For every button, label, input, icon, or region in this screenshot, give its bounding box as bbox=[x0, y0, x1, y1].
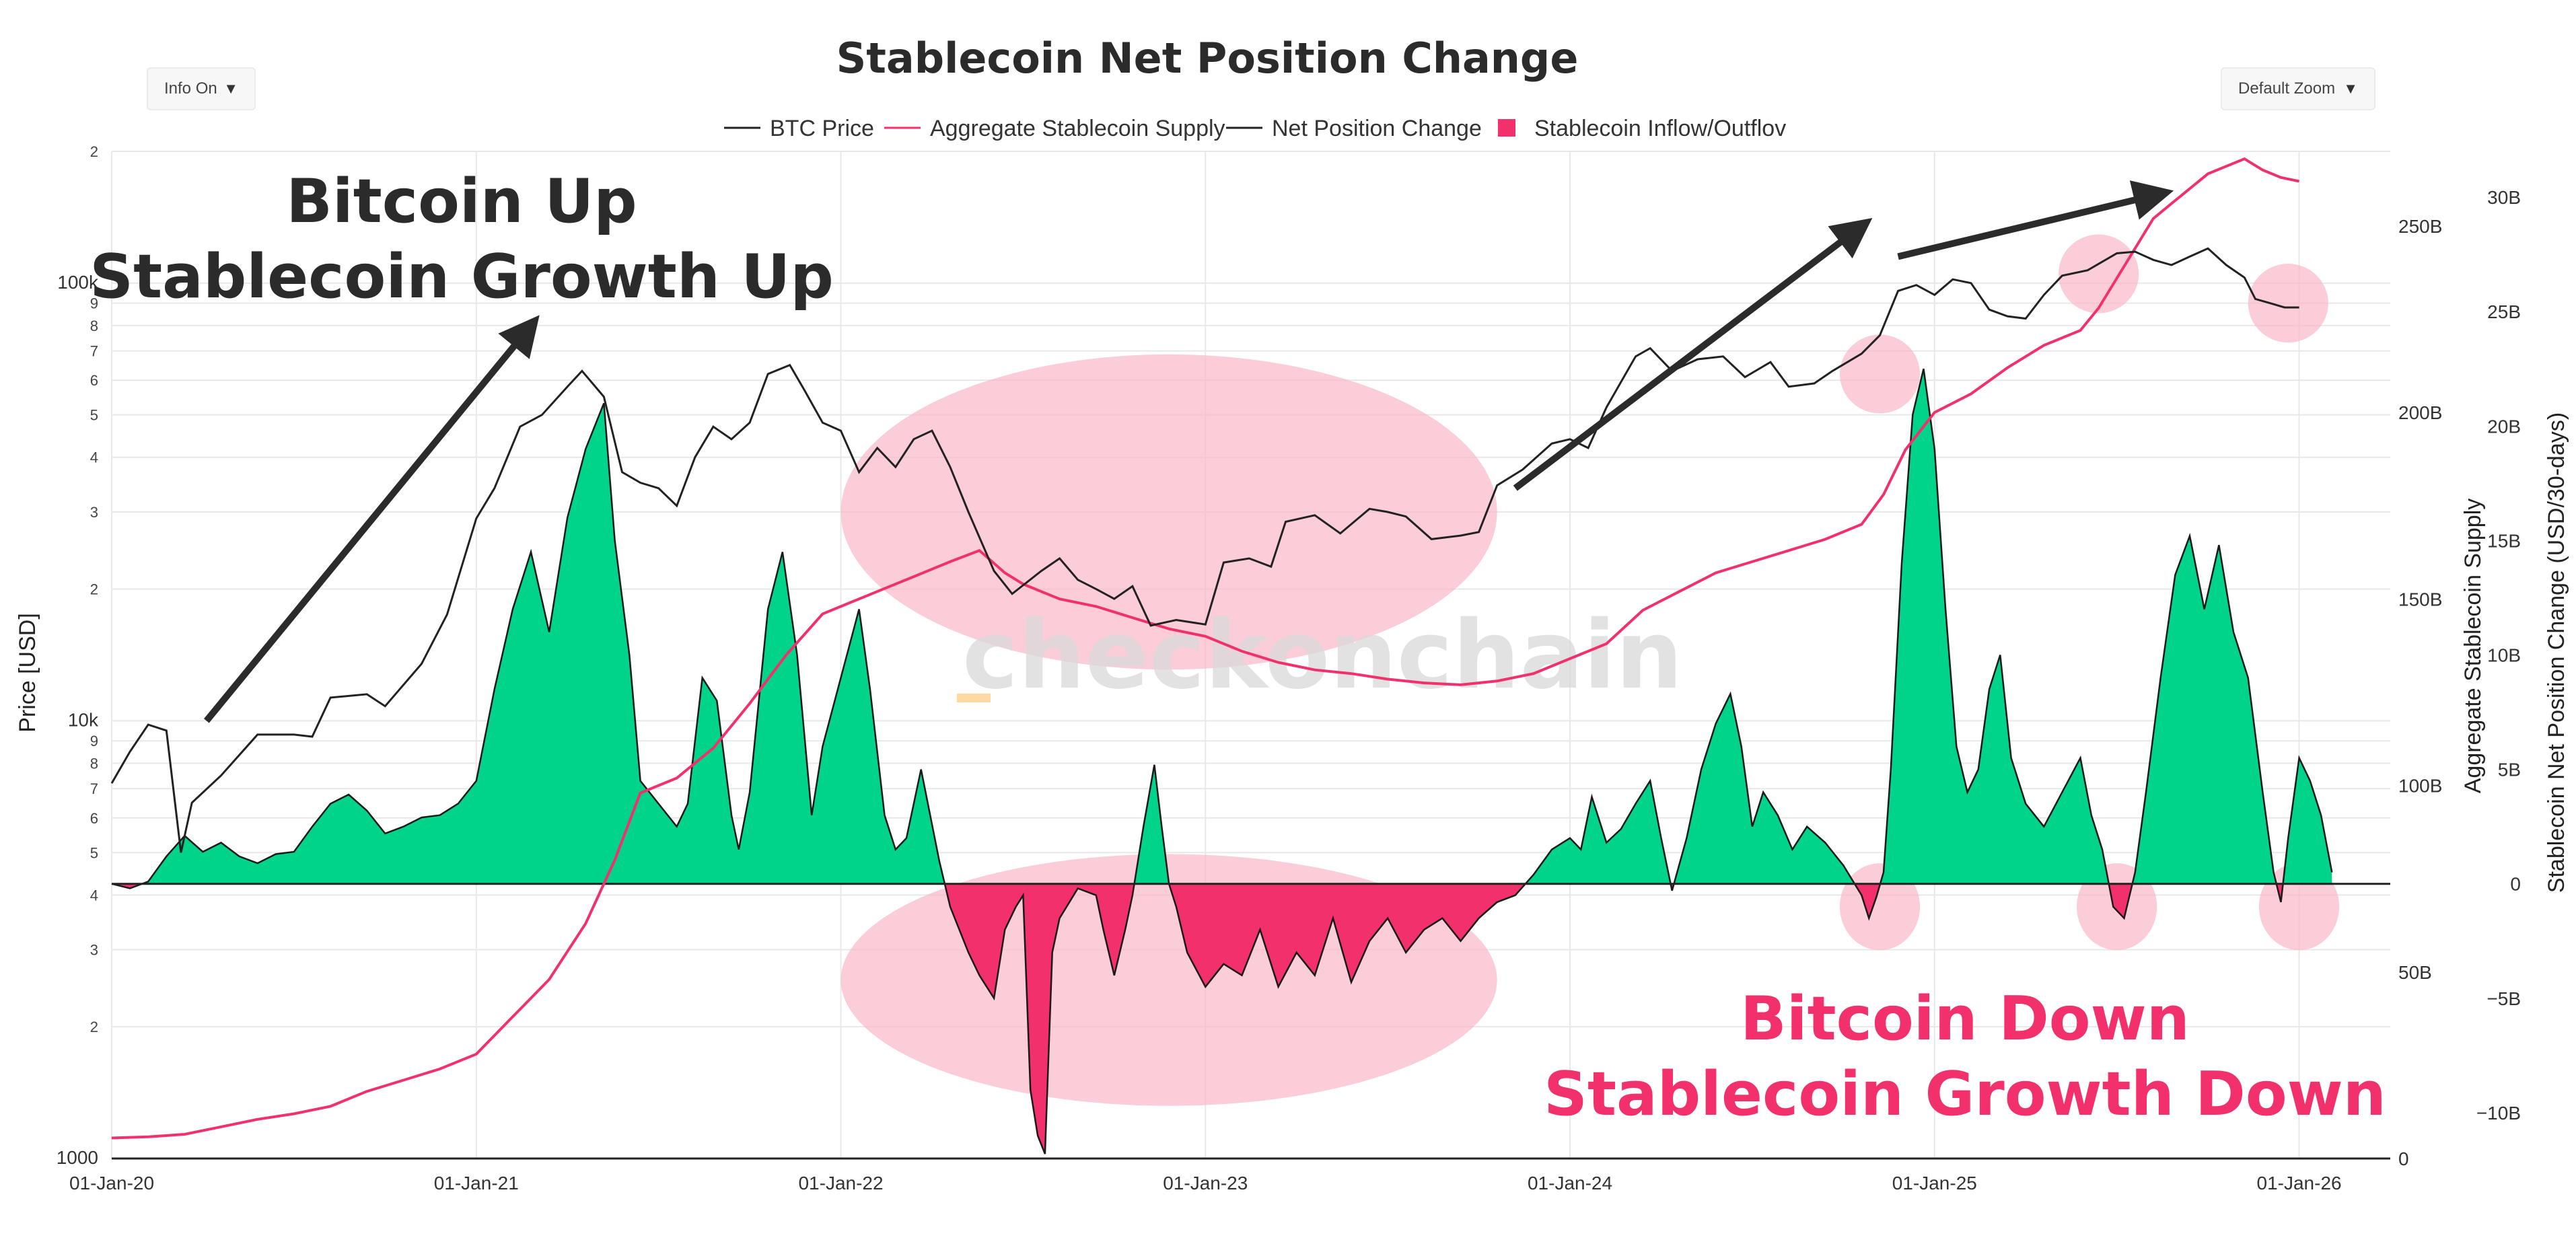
net-tick-label: 0 bbox=[2510, 874, 2521, 895]
net-tick-label: −5B bbox=[2486, 988, 2521, 1009]
supply-line bbox=[111, 157, 2300, 1140]
chevron-down-icon: ▼ bbox=[2343, 80, 2358, 97]
chart-title: Stablecoin Net Position Change bbox=[836, 34, 1579, 83]
annotation-arrows bbox=[203, 180, 2174, 723]
net-tick-label: 10B bbox=[2487, 645, 2521, 666]
x-tick-label: 01-Jan-24 bbox=[1528, 1173, 1612, 1193]
price-tick-label: 100k bbox=[57, 272, 99, 293]
price-tick-label: 3 bbox=[90, 942, 98, 959]
legend-label-inflow[interactable]: Stablecoin Inflow/Outflov bbox=[1534, 116, 1786, 141]
price-tick-label: 9 bbox=[90, 295, 98, 312]
info-dropdown-label: Info On bbox=[164, 79, 217, 98]
zoom-dropdown[interactable]: Default Zoom ▼ bbox=[2221, 67, 2375, 110]
supply-axis-title: Aggregate Stablecoin Supply bbox=[2460, 499, 2486, 794]
net-tick-label: 30B bbox=[2487, 187, 2521, 208]
highlight-price-dip bbox=[1839, 334, 1921, 414]
net-tick-label: 5B bbox=[2498, 760, 2521, 780]
x-tick-label: 01-Jan-22 bbox=[798, 1173, 883, 1193]
price-tick-label: 2 bbox=[90, 143, 98, 160]
price-tick-label: 8 bbox=[90, 755, 98, 772]
zoom-dropdown-label: Default Zoom bbox=[2238, 79, 2336, 98]
legend[interactable]: BTC Price Aggregate Stablecoin Supply Ne… bbox=[724, 116, 1786, 141]
series bbox=[110, 157, 2390, 1154]
x-tick-label: 01-Jan-20 bbox=[69, 1173, 154, 1193]
annotation-arrow bbox=[1513, 217, 1873, 491]
x-tick-label: 01-Jan-21 bbox=[434, 1173, 519, 1193]
price-tick-label: 7 bbox=[90, 780, 98, 797]
price-tick-label: 7 bbox=[90, 343, 98, 360]
price-tick-label: 5 bbox=[90, 844, 98, 861]
supply-tick-label: 50B bbox=[2398, 962, 2432, 983]
annotation-stablecoin-growth-up: Stablecoin Growth Up bbox=[90, 242, 834, 312]
info-dropdown[interactable]: Info On ▼ bbox=[147, 67, 256, 110]
net-tick-label: 20B bbox=[2487, 416, 2521, 437]
supply-tick-label: 0 bbox=[2398, 1148, 2409, 1169]
annotation-stablecoin-growth-down: Stablecoin Growth Down bbox=[1544, 1059, 2386, 1130]
annotation-bitcoin-up: Bitcoin Up bbox=[286, 166, 637, 237]
price-tick-label: 2 bbox=[90, 1019, 98, 1035]
legend-label-net[interactable]: Net Position Change bbox=[1272, 116, 1482, 141]
price-tick-label: 4 bbox=[90, 887, 98, 904]
axes: 01-Jan-20 01-Jan-21 01-Jan-22 01-Jan-23 01-J… bbox=[57, 143, 2521, 1193]
net-axis-title: Stablecoin Net Position Change (USD/30-d… bbox=[2544, 412, 2569, 893]
supply-tick-label: 150B bbox=[2398, 589, 2442, 610]
legend-swatch-inflow bbox=[1498, 119, 1515, 137]
annotation-bitcoin-down: Bitcoin Down bbox=[1740, 984, 2190, 1054]
net-inflow-area bbox=[112, 369, 2332, 884]
btc-price-line bbox=[110, 247, 2299, 853]
annotation-arrow bbox=[1897, 180, 2174, 260]
highlight-price-dip bbox=[2058, 234, 2139, 314]
highlight-bear-price bbox=[840, 354, 1497, 670]
net-position-line bbox=[111, 368, 2333, 1154]
price-tick-label: 2 bbox=[90, 581, 98, 598]
price-axis-title: Price [USD] bbox=[15, 613, 40, 733]
price-tick-label: 6 bbox=[90, 810, 98, 827]
net-tick-label: −10B bbox=[2476, 1103, 2521, 1124]
supply-tick-label: 100B bbox=[2398, 776, 2442, 797]
supply-tick-label: 200B bbox=[2398, 402, 2442, 423]
price-tick-label: 10k bbox=[68, 709, 99, 730]
price-tick-label: 6 bbox=[90, 372, 98, 389]
x-tick-label: 01-Jan-23 bbox=[1163, 1173, 1248, 1193]
net-tick-label: 15B bbox=[2487, 530, 2521, 551]
supply-tick-label: 250B bbox=[2398, 216, 2442, 237]
x-tick-label: 01-Jan-25 bbox=[1892, 1173, 1977, 1193]
price-tick-label: 4 bbox=[90, 449, 98, 466]
price-tick-label: 5 bbox=[90, 407, 98, 424]
price-tick-label: 1000 bbox=[57, 1147, 98, 1168]
highlight-price-dip bbox=[2248, 264, 2328, 343]
chevron-down-icon: ▼ bbox=[223, 80, 238, 97]
price-tick-label: 8 bbox=[90, 318, 98, 334]
watermark: checkonchain bbox=[962, 601, 1683, 710]
watermark-mark bbox=[957, 694, 991, 702]
price-tick-label: 3 bbox=[90, 504, 98, 521]
x-tick-label: 01-Jan-26 bbox=[2257, 1173, 2342, 1193]
price-tick-label: 9 bbox=[90, 733, 98, 749]
net-outflow-area bbox=[112, 883, 2332, 1154]
net-tick-label: 25B bbox=[2487, 301, 2521, 322]
legend-label-btc[interactable]: BTC Price bbox=[770, 116, 874, 141]
legend-label-supply[interactable]: Aggregate Stablecoin Supply bbox=[930, 116, 1225, 141]
annotation-arrow bbox=[203, 315, 540, 723]
